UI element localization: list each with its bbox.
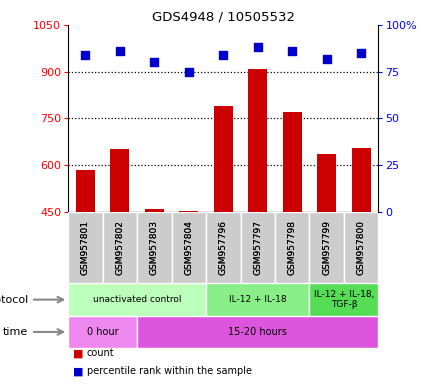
Bar [68, 283, 206, 316]
Point [358, 50, 365, 56]
Bar [68, 316, 137, 348]
Bar [172, 212, 206, 283]
Text: GSM957800: GSM957800 [357, 220, 366, 275]
Bar [137, 212, 172, 283]
Bar [317, 154, 336, 212]
Point [323, 56, 330, 62]
Text: GSM957801: GSM957801 [81, 220, 90, 275]
Text: IL-12 + IL-18: IL-12 + IL-18 [229, 295, 286, 304]
Bar [145, 209, 164, 212]
Bar [309, 212, 344, 283]
Bar [248, 68, 267, 212]
Text: GSM957798: GSM957798 [288, 220, 297, 275]
Bar [68, 212, 103, 283]
Point [289, 48, 296, 54]
Point [116, 48, 123, 54]
Bar [206, 283, 309, 316]
Text: 15-20 hours: 15-20 hours [228, 327, 287, 337]
Text: GSM957804: GSM957804 [184, 220, 193, 275]
Bar [103, 212, 137, 283]
Text: IL-12 + IL-18,
TGF-β: IL-12 + IL-18, TGF-β [314, 290, 374, 310]
Text: GSM957799: GSM957799 [322, 220, 331, 275]
Bar [110, 149, 129, 212]
Text: 0 hour: 0 hour [87, 327, 118, 337]
Text: count: count [87, 349, 114, 359]
Point [254, 44, 261, 50]
Bar [309, 283, 378, 316]
Bar [137, 316, 378, 348]
Text: GSM957804: GSM957804 [184, 220, 193, 275]
Text: GSM957803: GSM957803 [150, 220, 159, 275]
Text: ■: ■ [73, 366, 83, 376]
Text: time: time [3, 327, 28, 337]
Bar [206, 212, 241, 283]
Text: ■: ■ [73, 349, 83, 359]
Text: GSM957798: GSM957798 [288, 220, 297, 275]
Point [220, 52, 227, 58]
Bar [241, 212, 275, 283]
Bar [283, 112, 302, 212]
Text: GSM957797: GSM957797 [253, 220, 262, 275]
Point [151, 59, 158, 65]
Text: GSM957802: GSM957802 [115, 220, 125, 275]
Text: GSM957796: GSM957796 [219, 220, 228, 275]
Bar [275, 212, 309, 283]
Bar [180, 211, 198, 212]
Text: GSM957797: GSM957797 [253, 220, 262, 275]
Text: percentile rank within the sample: percentile rank within the sample [87, 366, 252, 376]
Bar [76, 170, 95, 212]
Text: GSM957796: GSM957796 [219, 220, 228, 275]
Point [82, 52, 89, 58]
Title: GDS4948 / 10505532: GDS4948 / 10505532 [152, 11, 295, 24]
Bar [352, 149, 370, 212]
Text: GSM957799: GSM957799 [322, 220, 331, 275]
Point [185, 69, 192, 75]
Bar [214, 106, 233, 212]
Bar [344, 212, 378, 283]
Text: unactivated control: unactivated control [93, 295, 181, 304]
Text: GSM957801: GSM957801 [81, 220, 90, 275]
Text: GSM957800: GSM957800 [357, 220, 366, 275]
Text: protocol: protocol [0, 295, 28, 305]
Text: GSM957802: GSM957802 [115, 220, 125, 275]
Text: GSM957803: GSM957803 [150, 220, 159, 275]
